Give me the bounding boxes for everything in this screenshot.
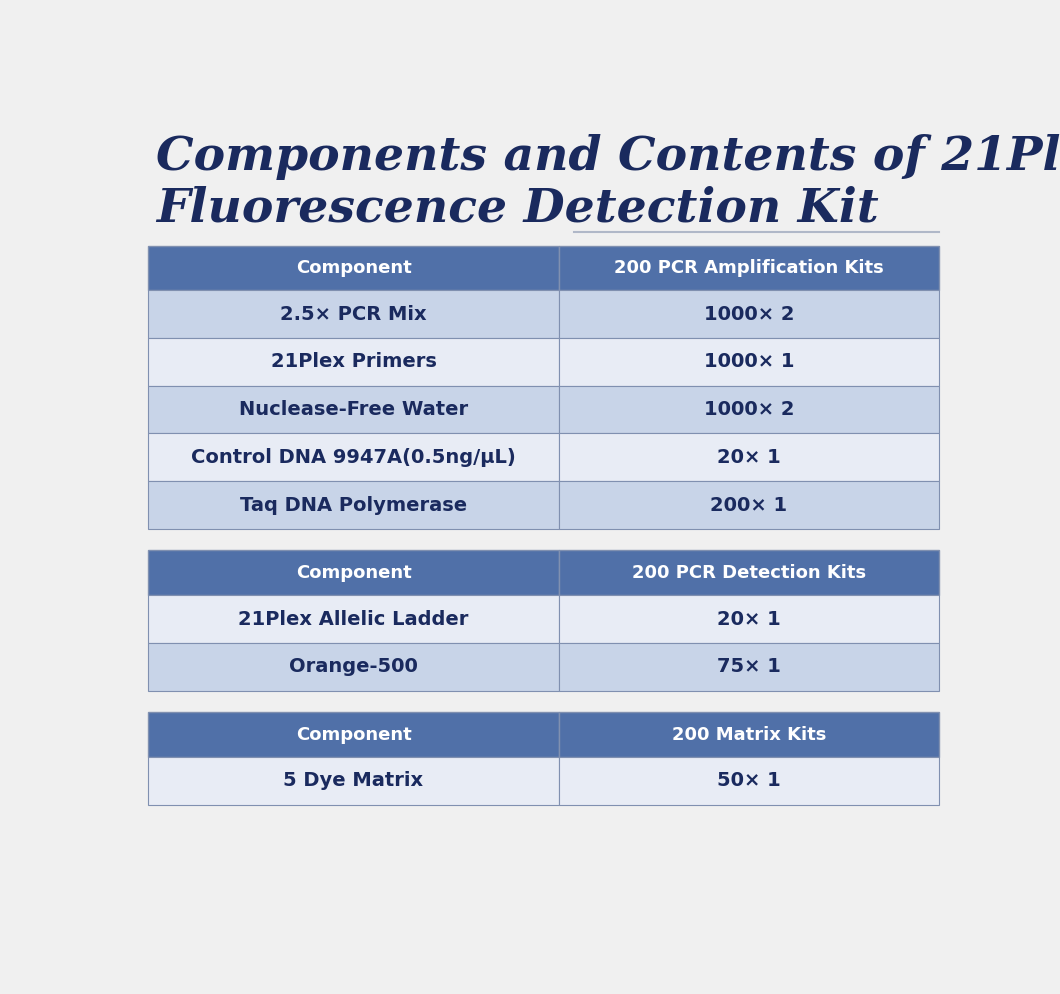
Text: 1000× 2: 1000× 2 [704, 304, 794, 324]
Bar [559, 246, 938, 290]
Bar [148, 712, 559, 756]
Bar [148, 338, 559, 386]
Bar [559, 433, 938, 481]
Text: 200 PCR Detection Kits: 200 PCR Detection Kits [632, 564, 866, 581]
Text: Orange-500: Orange-500 [289, 657, 418, 676]
Text: Fluorescence Detection Kit: Fluorescence Detection Kit [156, 186, 879, 232]
Bar [559, 551, 938, 595]
Bar [148, 551, 559, 595]
Text: 20× 1: 20× 1 [717, 609, 780, 628]
Text: Nuclease-Free Water: Nuclease-Free Water [238, 400, 469, 419]
Text: 50× 1: 50× 1 [717, 771, 780, 790]
Text: 21Plex Allelic Ladder: 21Plex Allelic Ladder [238, 609, 469, 628]
Bar [148, 246, 559, 290]
Text: 75× 1: 75× 1 [717, 657, 781, 676]
Text: 20× 1: 20× 1 [717, 448, 780, 467]
Bar [559, 756, 938, 804]
Bar [559, 290, 938, 338]
Text: Component: Component [296, 258, 411, 277]
Bar [148, 643, 559, 691]
Text: 200× 1: 200× 1 [710, 496, 788, 515]
Bar [559, 386, 938, 433]
Bar [148, 386, 559, 433]
Bar [559, 712, 938, 756]
Text: 21Plex Primers: 21Plex Primers [270, 352, 437, 372]
Text: 200 Matrix Kits: 200 Matrix Kits [672, 726, 826, 744]
Text: Components and Contents of 21Plex STR: Components and Contents of 21Plex STR [156, 134, 1060, 180]
Text: Taq DNA Polymerase: Taq DNA Polymerase [240, 496, 467, 515]
Text: Component: Component [296, 726, 411, 744]
Text: 2.5× PCR Mix: 2.5× PCR Mix [280, 304, 427, 324]
Bar [148, 433, 559, 481]
Bar [559, 338, 938, 386]
Text: 1000× 1: 1000× 1 [704, 352, 794, 372]
Bar [559, 643, 938, 691]
Bar [559, 481, 938, 529]
Bar [148, 756, 559, 804]
Text: 200 PCR Amplification Kits: 200 PCR Amplification Kits [614, 258, 884, 277]
Bar [148, 595, 559, 643]
Bar [148, 481, 559, 529]
Bar [559, 595, 938, 643]
Text: 1000× 2: 1000× 2 [704, 400, 794, 419]
Text: Control DNA 9947A(0.5ng/μL): Control DNA 9947A(0.5ng/μL) [191, 448, 516, 467]
Text: Component: Component [296, 564, 411, 581]
Bar [148, 290, 559, 338]
Text: 5 Dye Matrix: 5 Dye Matrix [283, 771, 424, 790]
